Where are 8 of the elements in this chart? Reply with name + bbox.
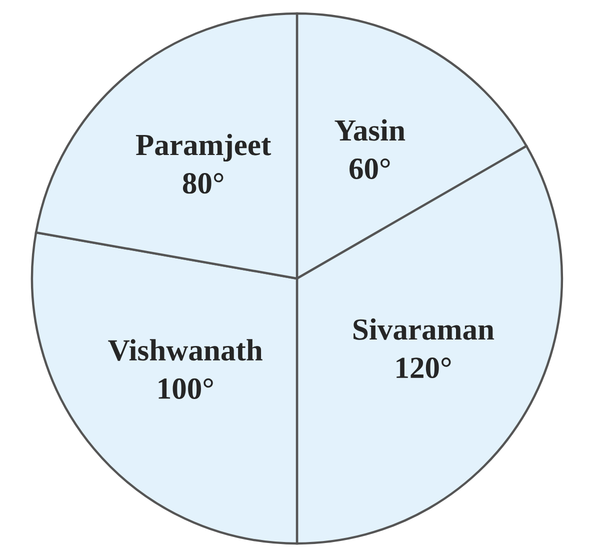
data-label: 60° <box>350 158 390 180</box>
slice-label: Vishwanath <box>108 339 262 361</box>
slice-label: Paramjeet <box>136 134 272 162</box>
data-label: 80° <box>182 173 224 194</box>
slice-label: Yasin <box>334 119 406 141</box>
data-label: 100° <box>158 378 213 399</box>
slice-label: Sivaraman <box>354 318 494 340</box>
data-label: 120° <box>396 358 451 378</box>
